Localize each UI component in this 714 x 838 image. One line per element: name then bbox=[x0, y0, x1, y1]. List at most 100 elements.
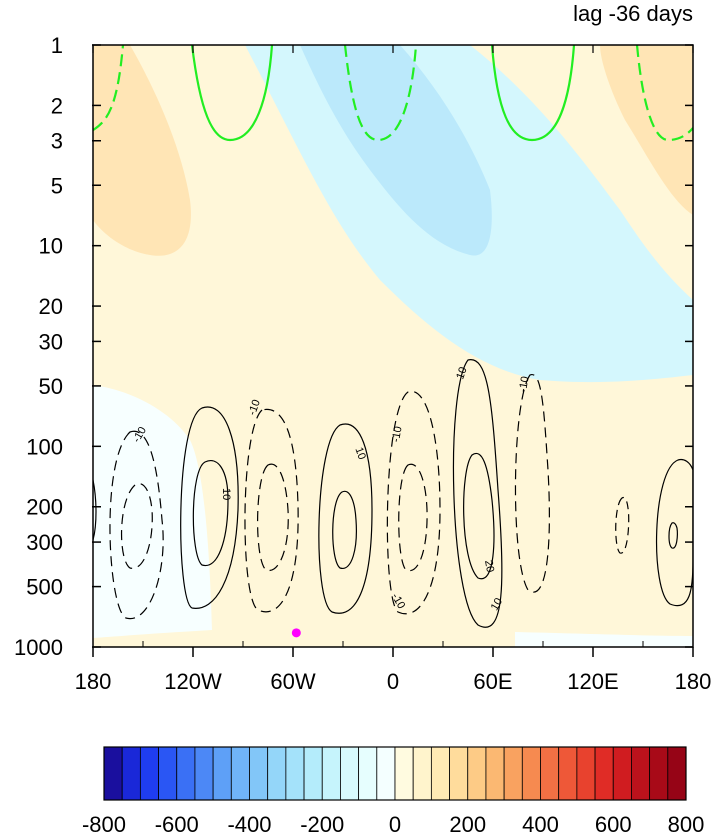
y-tick-label: 50 bbox=[39, 374, 63, 399]
colorbar-swatch bbox=[485, 746, 505, 801]
colorbar-swatch bbox=[412, 746, 432, 801]
colorbar-swatch bbox=[321, 746, 341, 801]
contour-negative-75w-inner bbox=[257, 463, 289, 572]
black-contours bbox=[93, 359, 693, 628]
contour-label-20: 20 bbox=[482, 559, 496, 573]
contour-label-10-d: 10 bbox=[489, 596, 506, 613]
colorbar-swatch bbox=[158, 746, 178, 801]
contour-negative-8e-inner bbox=[398, 463, 428, 572]
contour-negative-138e bbox=[615, 496, 630, 554]
colorbar-swatch bbox=[649, 746, 669, 801]
shaded-region-light-blue-troposphere-west bbox=[93, 385, 212, 638]
x-tick-label: 0 bbox=[387, 669, 399, 694]
contour-positive-112w-outer bbox=[180, 406, 239, 609]
shaded-region-light-yellow-troposphere bbox=[93, 45, 693, 647]
y-tick-label: 3 bbox=[51, 129, 63, 154]
colorbar-label: 400 bbox=[522, 812, 559, 837]
colorbar-swatch bbox=[430, 746, 450, 801]
y-tick-label: 100 bbox=[26, 434, 63, 459]
colorbar-swatch bbox=[631, 746, 651, 801]
colorbar-swatch bbox=[340, 746, 360, 801]
colorbar-label: 0 bbox=[389, 812, 401, 837]
y-axis: 1 2 3 5 10 20 30 50 100 200 300 500 1000 bbox=[14, 33, 693, 660]
contour-label-neg10-b: -10 bbox=[246, 398, 263, 417]
x-tick-label: 60E bbox=[473, 669, 512, 694]
shaded-region-orange-stratosphere-west bbox=[93, 45, 191, 256]
green-contour-dashed-east bbox=[635, 45, 693, 142]
colorbar-swatch bbox=[285, 746, 305, 801]
colorbar-swatch bbox=[103, 746, 123, 801]
y-tick-label: 30 bbox=[39, 329, 63, 354]
contour-negative-148w-outer bbox=[109, 430, 164, 620]
y-tick-label: 500 bbox=[26, 575, 63, 600]
contour-label-10-c: 10 bbox=[454, 365, 469, 381]
colorbar-label: 800 bbox=[668, 812, 705, 837]
colorbar-swatch bbox=[558, 746, 578, 801]
colorbar-swatch bbox=[212, 746, 232, 801]
colorbar-swatch bbox=[139, 746, 159, 801]
chart-title: lag -36 days bbox=[573, 1, 693, 26]
contour-labels: -10 10 -10 10 -10 10 20 -10 -10 10 bbox=[131, 365, 532, 612]
x-tick-label: 120E bbox=[567, 669, 618, 694]
colorbar-swatch bbox=[249, 746, 269, 801]
contour-positive-172e-outer bbox=[655, 458, 693, 607]
colorbar-frame bbox=[103, 746, 687, 801]
contour-edge-west bbox=[93, 479, 97, 541]
contour-negative-83e bbox=[514, 374, 550, 593]
y-tick-label: 2 bbox=[51, 93, 63, 118]
y-tick-label: 1 bbox=[51, 33, 63, 58]
colorbar-label: -200 bbox=[300, 812, 344, 837]
y-tick-label: 300 bbox=[26, 530, 63, 555]
colorbar-swatch bbox=[194, 746, 214, 801]
y-tick-label: 5 bbox=[51, 173, 63, 198]
contour-positive-112w-inner bbox=[192, 460, 229, 567]
colorbar-label: 200 bbox=[449, 812, 486, 837]
colorbar-label: -600 bbox=[155, 812, 199, 837]
contour-positive-28w-inner bbox=[332, 490, 357, 569]
colorbar-swatch bbox=[176, 746, 196, 801]
shaded-region-blue-stratosphere-core bbox=[300, 45, 492, 256]
colorbar-swatch bbox=[303, 746, 323, 801]
contour-negative-8e-outer bbox=[386, 390, 441, 615]
colorbar-label: -800 bbox=[82, 812, 126, 837]
colorbar-swatch bbox=[230, 746, 250, 801]
green-contour-solid-60e bbox=[490, 45, 576, 142]
colorbar: -800 -600 -400 -200 0 200 400 600 800 bbox=[82, 746, 705, 837]
contour-label-neg10-d: -10 bbox=[517, 375, 532, 393]
x-tick-label: 60W bbox=[270, 669, 315, 694]
contour-negative-148w-inner bbox=[121, 483, 153, 569]
colorbar-swatch bbox=[667, 746, 687, 801]
contour-label-10-b: 10 bbox=[352, 446, 367, 462]
colorbar-swatch bbox=[358, 746, 378, 801]
colorbar-swatch bbox=[267, 746, 287, 801]
colorbar-swatch bbox=[121, 746, 141, 801]
green-contour-dashed-west bbox=[93, 45, 125, 131]
contour-label-neg10-c: -10 bbox=[390, 425, 405, 443]
colorbar-swatch bbox=[503, 746, 523, 801]
location-marker bbox=[291, 628, 301, 638]
x-axis: 180 120W 60W 0 60E 120E 180 bbox=[75, 45, 711, 694]
contour-positive-47e-outer bbox=[452, 359, 503, 628]
colorbar-swatch bbox=[376, 746, 396, 801]
contour-positive-172e-inner bbox=[668, 522, 678, 549]
colorbar-swatch bbox=[521, 746, 541, 801]
shaded-region-light-blue-troposphere-east bbox=[515, 632, 693, 647]
y-tick-label: 20 bbox=[39, 294, 63, 319]
green-contour-solid-120w bbox=[190, 45, 274, 142]
colorbar-swatch bbox=[394, 746, 414, 801]
colorbar-label: -400 bbox=[227, 812, 271, 837]
y-tick-label: 1000 bbox=[14, 635, 63, 660]
colorbar-swatch bbox=[449, 746, 469, 801]
green-contour-dashed-0 bbox=[343, 45, 418, 142]
plot-area: -10 10 -10 10 -10 10 20 -10 -10 10 bbox=[93, 45, 693, 647]
contour-label-10-a: 10 bbox=[220, 488, 232, 500]
green-contours bbox=[93, 45, 693, 142]
y-tick-label: 10 bbox=[39, 234, 63, 259]
contour-positive-47e-inner bbox=[463, 452, 495, 580]
colorbar-swatch bbox=[612, 746, 632, 801]
colorbar-swatch bbox=[576, 746, 596, 801]
contour-negative-75w-outer bbox=[244, 408, 299, 613]
y-tick-label: 200 bbox=[26, 495, 63, 520]
colorbar-label: 600 bbox=[595, 812, 632, 837]
